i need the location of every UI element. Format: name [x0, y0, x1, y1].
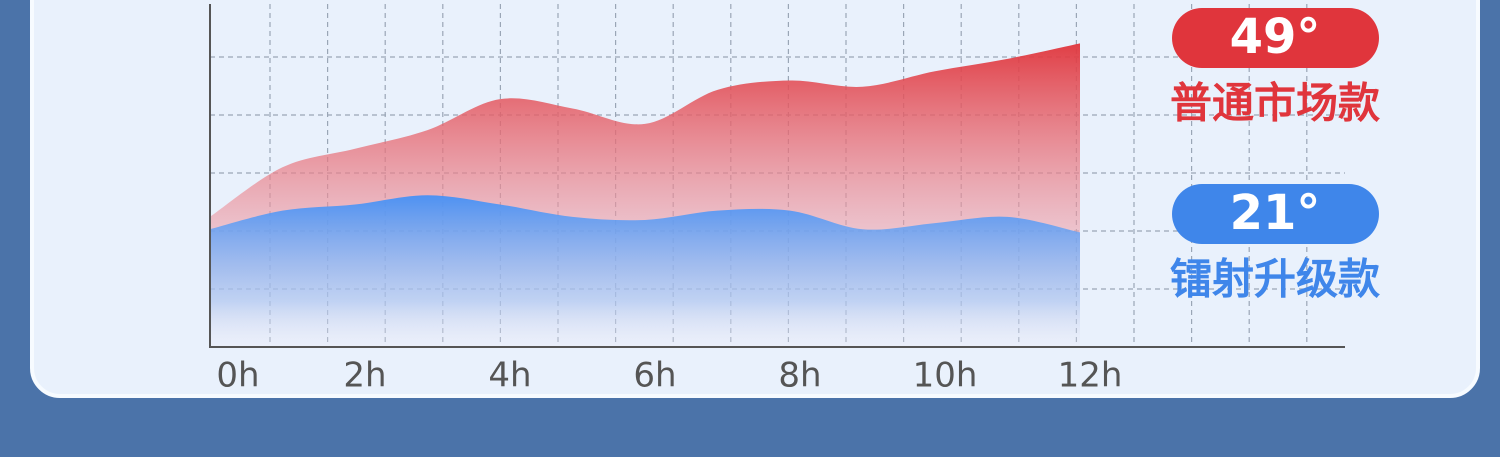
x-tick-label: 12h — [1058, 356, 1123, 396]
x-tick-label: 6h — [633, 356, 676, 396]
legend-badge — [1172, 8, 1379, 68]
x-tick-label: 10h — [913, 356, 978, 396]
legend: 49° 普通市场款 21° 镭射升级款 — [1170, 8, 1380, 304]
areas — [210, 43, 1080, 347]
x-labels: 0h 2h 4h 6h 8h 10h 12h — [216, 356, 1122, 396]
legend-badge-value: 49° — [1230, 9, 1321, 65]
x-tick-label: 8h — [778, 356, 821, 396]
area — [210, 195, 1080, 347]
legend-badge-value: 21° — [1230, 185, 1321, 241]
x-tick-label: 2h — [343, 356, 386, 396]
legend-badge — [1172, 184, 1379, 244]
x-tick-label: 0h — [216, 356, 259, 396]
legend-label: 镭射升级款 — [1170, 255, 1380, 304]
legend-label: 普通市场款 — [1170, 79, 1380, 128]
x-tick-label: 4h — [488, 356, 531, 396]
